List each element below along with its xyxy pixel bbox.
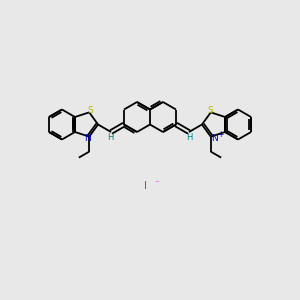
Text: H: H xyxy=(107,133,114,142)
Text: N: N xyxy=(211,134,218,142)
Text: I: I xyxy=(144,181,147,191)
Text: ⁻: ⁻ xyxy=(154,179,159,188)
Text: +: + xyxy=(217,130,224,139)
Text: S: S xyxy=(87,106,93,115)
Text: N: N xyxy=(84,134,91,143)
Text: H: H xyxy=(186,133,193,142)
Text: S: S xyxy=(207,106,213,115)
